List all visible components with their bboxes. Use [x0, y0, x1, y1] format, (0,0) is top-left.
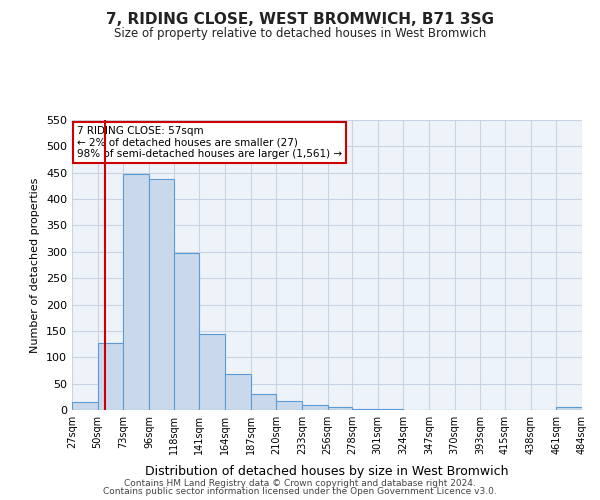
Bar: [98, 343, 124, 410]
Bar: [352, 409, 378, 410]
Bar: [556, 408, 582, 410]
X-axis label: Distribution of detached houses by size in West Bromwich: Distribution of detached houses by size …: [145, 466, 509, 478]
Text: 7 RIDING CLOSE: 57sqm
← 2% of detached houses are smaller (27)
98% of semi-detac: 7 RIDING CLOSE: 57sqm ← 2% of detached h…: [77, 126, 342, 159]
Bar: [251, 394, 276, 410]
Y-axis label: Number of detached properties: Number of detached properties: [31, 178, 40, 352]
Bar: [225, 374, 251, 410]
Bar: [149, 179, 173, 410]
Bar: [173, 254, 199, 410]
Bar: [124, 174, 149, 410]
Text: Contains HM Land Registry data © Crown copyright and database right 2024.: Contains HM Land Registry data © Crown c…: [124, 478, 476, 488]
Bar: [328, 407, 352, 410]
Bar: [72, 402, 98, 410]
Text: Contains public sector information licensed under the Open Government Licence v3: Contains public sector information licen…: [103, 487, 497, 496]
Bar: [302, 404, 328, 410]
Bar: [199, 334, 225, 410]
Bar: [276, 401, 302, 410]
Text: Size of property relative to detached houses in West Bromwich: Size of property relative to detached ho…: [114, 28, 486, 40]
Text: 7, RIDING CLOSE, WEST BROMWICH, B71 3SG: 7, RIDING CLOSE, WEST BROMWICH, B71 3SG: [106, 12, 494, 28]
